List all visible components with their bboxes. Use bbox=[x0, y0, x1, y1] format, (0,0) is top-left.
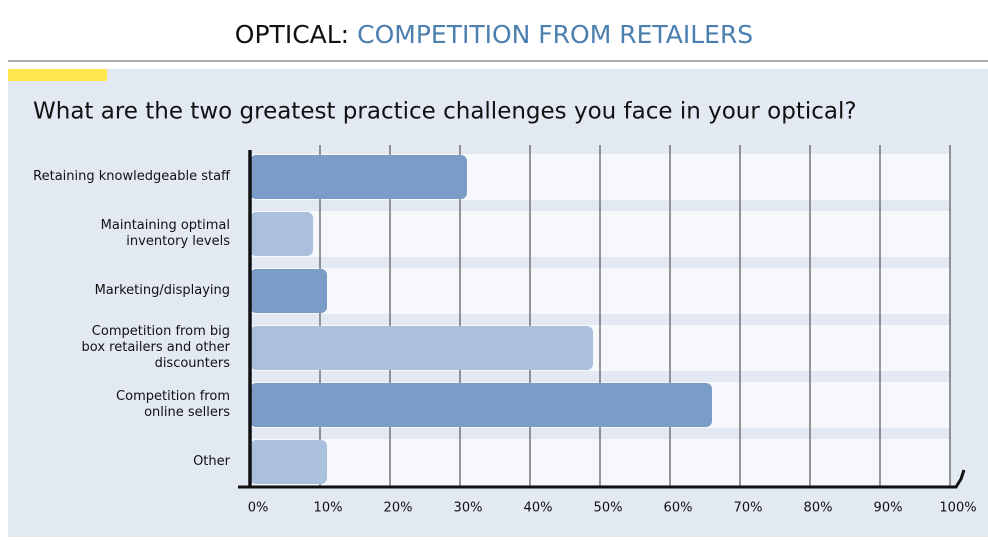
bar bbox=[250, 269, 327, 313]
x-tick-label: 90% bbox=[874, 501, 903, 516]
x-tick-label: 60% bbox=[664, 501, 693, 516]
category-label: Competition from online sellers bbox=[116, 389, 230, 420]
chart-title: OPTICAL: COMPETITION FROM RETAILERS bbox=[235, 20, 753, 49]
x-tick-label: 80% bbox=[804, 501, 833, 516]
category-label: Marketing/displaying bbox=[94, 283, 230, 298]
x-axis bbox=[238, 469, 966, 489]
x-tick-label: 20% bbox=[384, 501, 413, 516]
bar bbox=[250, 326, 593, 370]
category-label: Retaining knowledgeable staff bbox=[33, 169, 230, 184]
x-tick-label: 70% bbox=[734, 501, 763, 516]
bar bbox=[250, 212, 313, 256]
x-tick-label: 0% bbox=[248, 501, 269, 516]
x-tick-label: 100% bbox=[939, 501, 976, 516]
category-label: Maintaining optimal inventory levels bbox=[100, 218, 230, 249]
x-tick-label: 30% bbox=[454, 501, 483, 516]
x-tick-label: 10% bbox=[314, 501, 343, 516]
title-lead: OPTICAL: bbox=[235, 20, 349, 49]
bar bbox=[250, 155, 467, 199]
chart-subtitle: What are the two greatest practice chall… bbox=[33, 99, 857, 125]
category-label: Other bbox=[193, 454, 230, 469]
title-main: COMPETITION FROM RETAILERS bbox=[357, 20, 753, 49]
bar bbox=[250, 440, 327, 484]
bar bbox=[250, 383, 712, 427]
x-tick-label: 50% bbox=[594, 501, 623, 516]
x-tick-label: 40% bbox=[524, 501, 553, 516]
category-label: Competition from big box retailers and o… bbox=[81, 324, 230, 371]
accent bbox=[8, 69, 107, 81]
